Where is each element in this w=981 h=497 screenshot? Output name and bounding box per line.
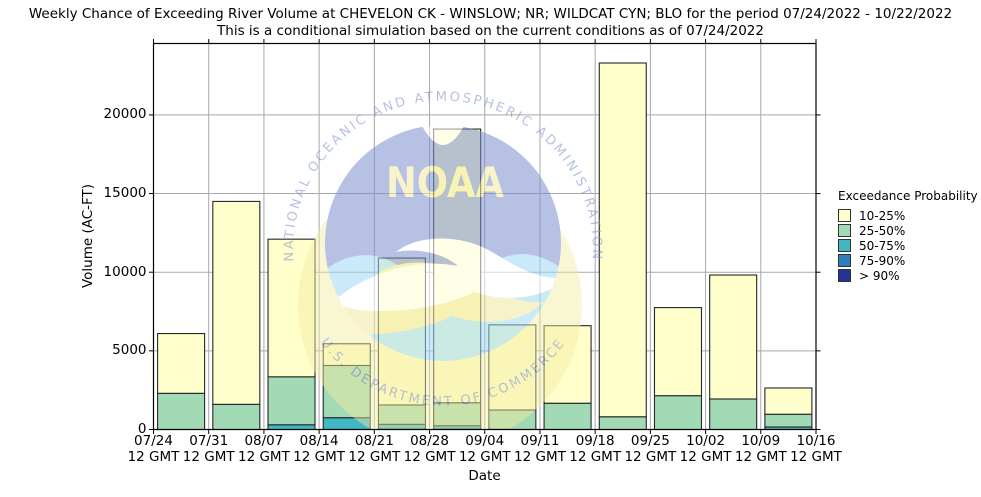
legend-item-75-90%: 75-90% [838,253,978,268]
noaa-wordmark: NOAA [386,158,504,207]
bar-segment-10-25% [322,343,371,367]
legend-label: 25-50% [859,223,906,238]
chart-title: Weekly Chance of Exceeding River Volume … [28,6,953,22]
noaa-emblem-notch [421,125,465,145]
bar-segment-25-50% [212,403,261,431]
bar-segment-10-25% [157,333,206,394]
legend-swatch [838,209,851,222]
legend-swatch [838,269,851,282]
x-axis-label: Date [468,468,501,484]
bar-segment-10-25% [709,274,758,400]
legend-swatch [838,239,851,252]
legend-label: > 90% [859,268,900,283]
bar-segment-10-25% [653,307,703,397]
legend-item-50-75%: 50-75% [838,238,978,253]
noaa-emblem-sky [325,125,561,291]
bar-segment-25-50% [267,376,316,426]
legend-item-> 90%: > 90% [838,268,978,283]
chart-subtitle: This is a conditional simulation based o… [217,23,764,39]
bar-segment-25-50% [543,402,592,431]
legend-label: 50-75% [859,238,906,253]
bar-segment-25-50% [322,364,371,419]
legend-title: Exceedance Probability [838,189,978,203]
bar-segment-10-25% [267,238,316,378]
bar-segment-10-25% [764,387,813,415]
legend-swatch [838,224,851,237]
legend-swatch [838,254,851,267]
bar-segment-10-25% [598,62,647,418]
legend: Exceedance Probability 10-25% 25-50% 50-75… [838,189,978,283]
legend-item-25-50%: 25-50% [838,223,978,238]
bar-segment-10-25% [212,200,261,405]
bar-segment-10-25% [543,325,592,404]
noaa-gull-icon [332,238,561,312]
legend-item-10-25%: 10-25% [838,208,978,223]
legend-label: 75-90% [859,253,906,268]
legend-label: 10-25% [859,208,906,223]
